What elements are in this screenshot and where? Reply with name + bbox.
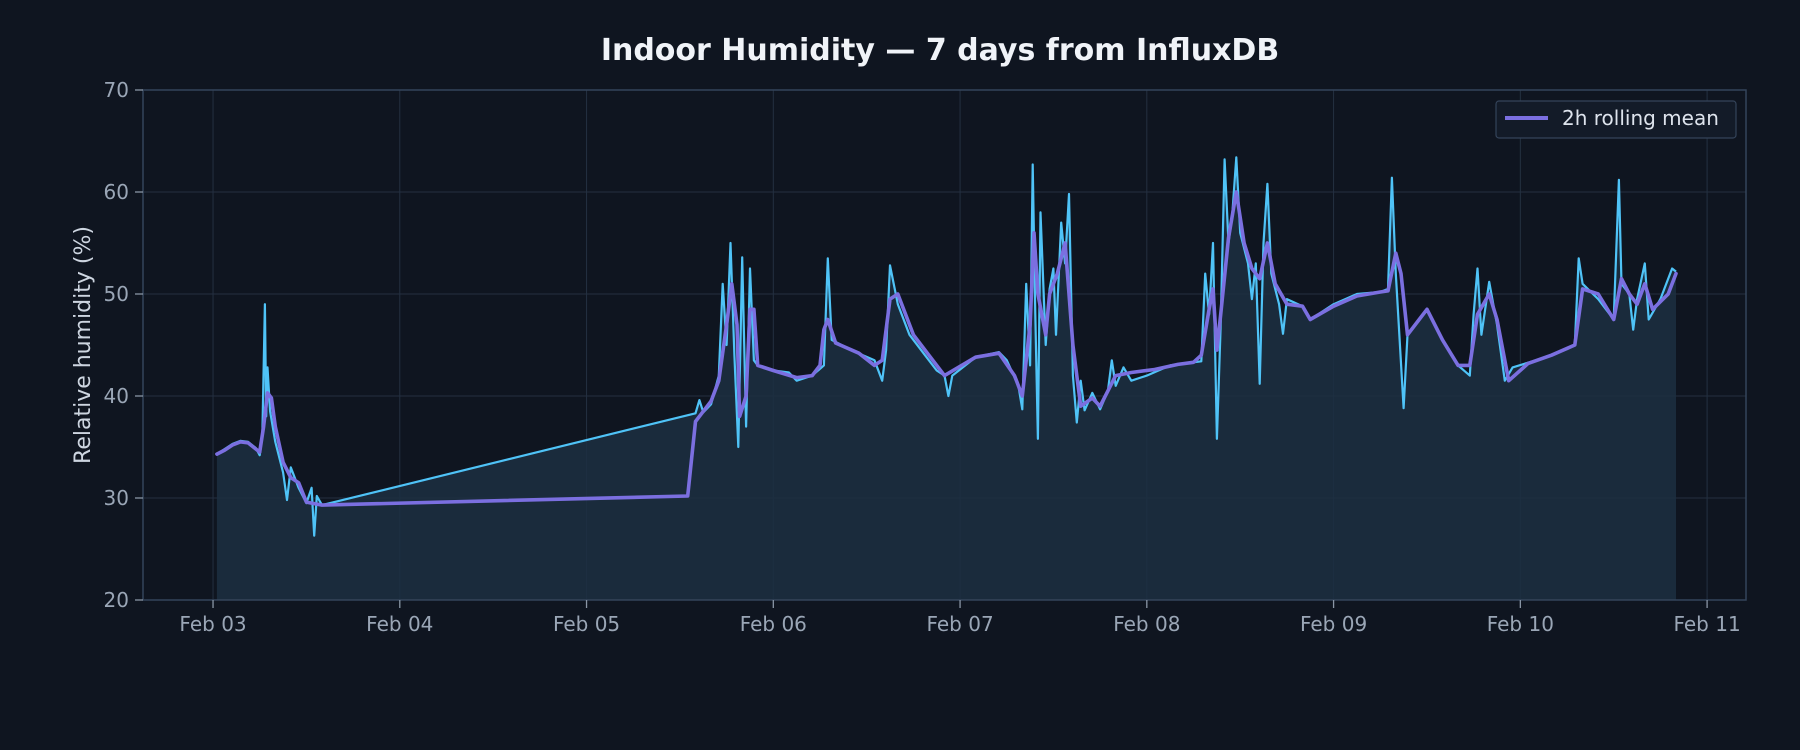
y-tick-label: 70	[104, 78, 129, 102]
y-axis-label: Relative humidity (%)	[71, 226, 96, 464]
x-tick-label: Feb 07	[926, 612, 993, 636]
legend-label: 2h rolling mean	[1562, 106, 1719, 130]
x-tick-label: Feb 08	[1113, 612, 1180, 636]
rolling-mean-line	[215, 190, 1678, 507]
plot-area	[142, 89, 1747, 601]
x-tick-label: Feb 06	[740, 612, 807, 636]
x-tick-label: Feb 09	[1300, 612, 1367, 636]
y-tick-label: 60	[104, 180, 129, 204]
legend: 2h rolling mean	[1495, 100, 1737, 139]
y-tick-label: 20	[104, 588, 129, 612]
x-tick-label: Feb 03	[179, 612, 246, 636]
x-tick-label: Feb 05	[553, 612, 620, 636]
y-tick-label: 50	[104, 282, 129, 306]
x-tick-label: Feb 04	[366, 612, 433, 636]
y-tick-label: 30	[104, 486, 129, 510]
chart-title: Indoor Humidity — 7 days from InfluxDB	[601, 33, 1279, 68]
legend-box	[1495, 100, 1737, 139]
x-tick-label: Feb 11	[1673, 612, 1740, 636]
x-axis: Feb 03 Feb 04 Feb 05 Feb 06 Feb 07 Feb 08 Feb …	[179, 600, 1741, 636]
y-axis: 20 30 40 50 60 70	[104, 78, 143, 612]
y-tick-label: 40	[104, 384, 129, 408]
raw-series-fill	[216, 157, 1676, 601]
x-tick-label: Feb 10	[1487, 612, 1554, 636]
plot-frame	[142, 89, 1747, 601]
